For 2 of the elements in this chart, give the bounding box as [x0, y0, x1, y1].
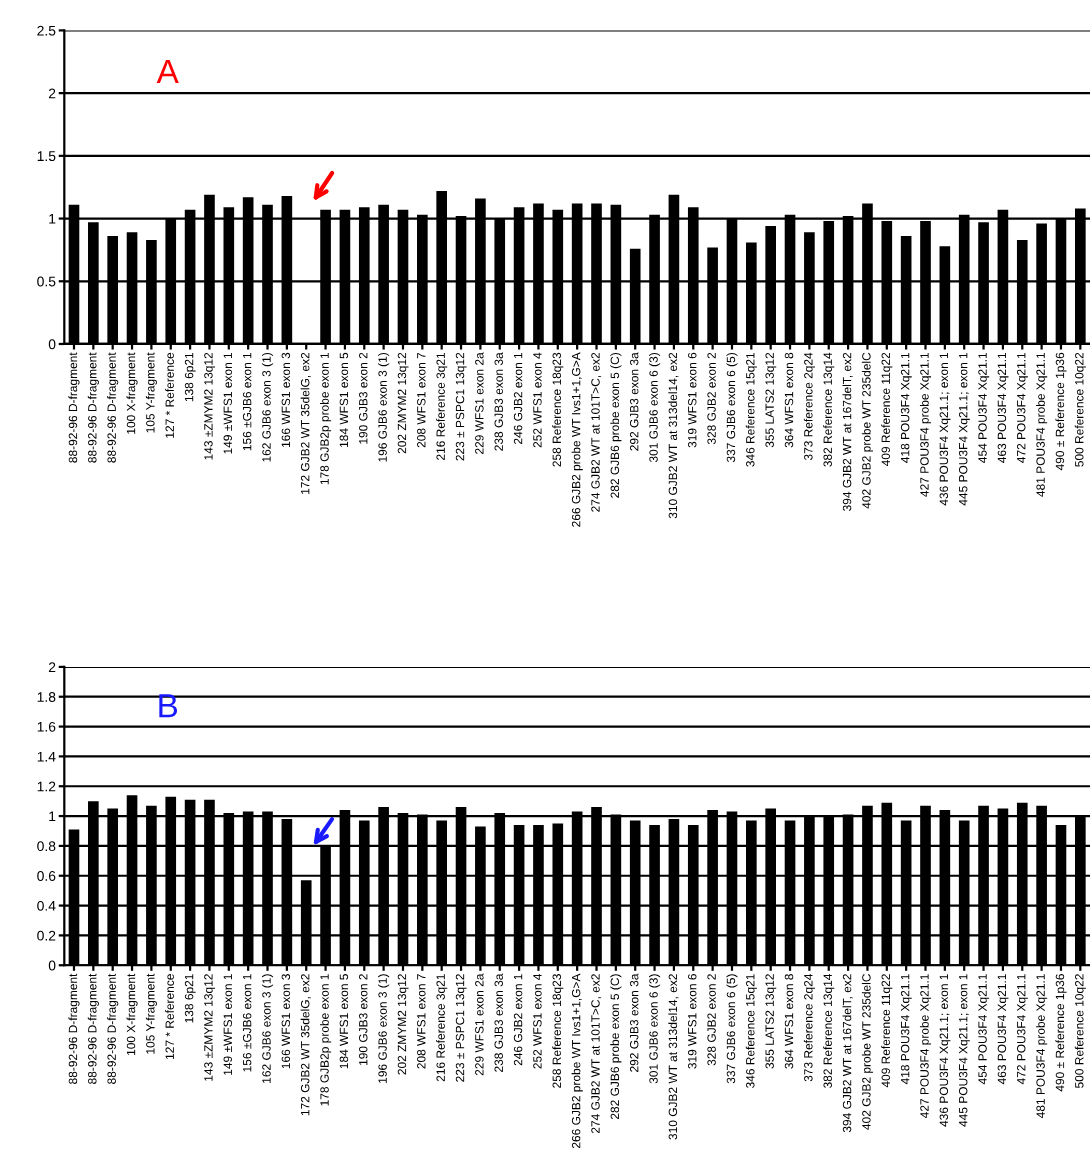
annotation: B — [159, 694, 178, 718]
annotation: A — [156, 60, 179, 83]
